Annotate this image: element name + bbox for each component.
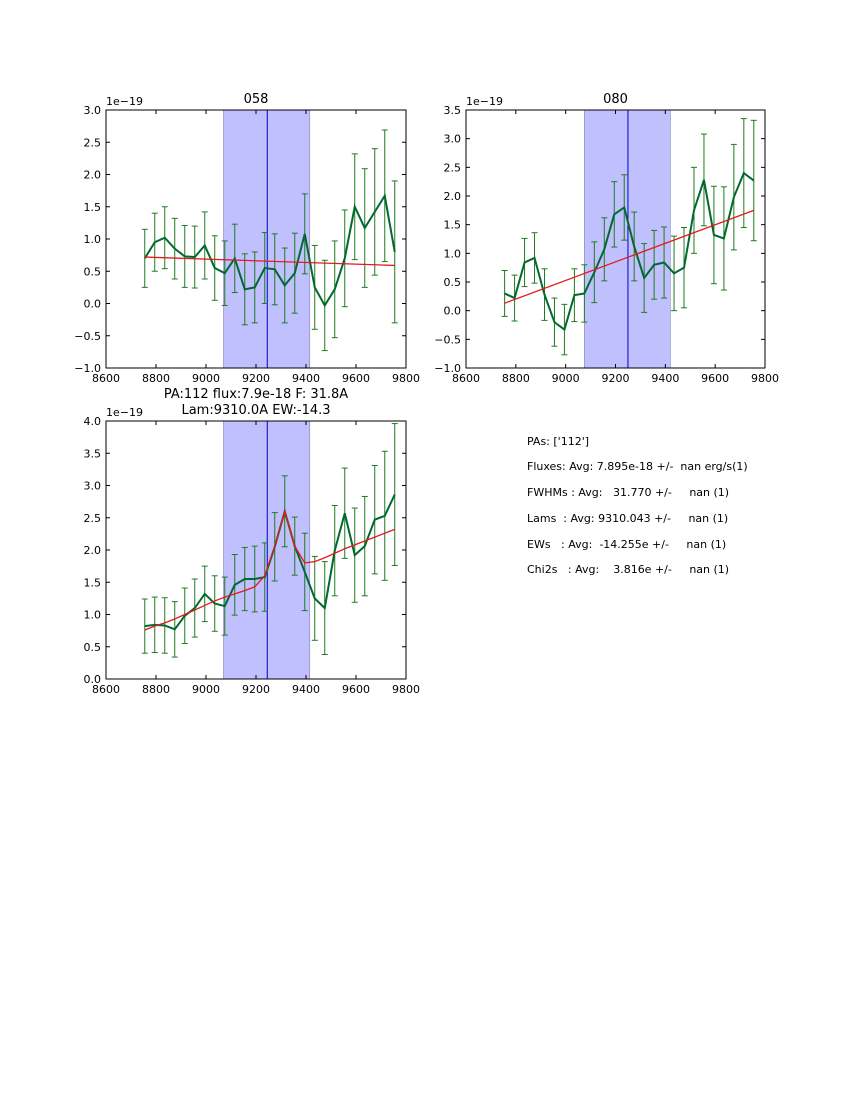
x-tick-label: 9000 [552,372,580,385]
info-ews: EWs : Avg: -14.255e +/- nan (1) [527,538,726,551]
chart-title: PA:112 flux:7.9e-18 F: 31.8A Lam:9310.0A … [164,387,348,418]
y-tick-label: 0.0 [444,305,462,318]
y-tick-label: 2.5 [84,512,102,525]
chart-title: 080 [603,92,628,107]
x-tick-label: 8800 [502,372,530,385]
y-tick-label: 3.0 [84,104,102,117]
y-tick-label: 1.5 [84,201,102,214]
chart-title-line: PA:112 flux:7.9e-18 F: 31.8A [164,387,348,402]
panel-058: 8600 8800 9000 9200 9400 9600 9800 −1.0 −0.5 0.0 0… [74,92,420,385]
x-tick-label: 9200 [602,372,630,385]
line-band [223,109,311,369]
x-tick-label: 9600 [701,372,729,385]
x-tick-label: 9400 [292,372,320,385]
x-tick-label: 8600 [452,372,480,385]
x-tick-label: 9200 [242,683,270,696]
y-tick-label: 2.0 [444,190,462,203]
y-tick-label: −0.5 [434,333,461,346]
x-tick-label: 9800 [751,372,779,385]
y-tick-label: 2.5 [84,136,102,149]
info-panel: PAs: ['112'] Fluxes: Avg: 7.895e-18 +/- … [527,435,748,576]
x-tick-label: 9200 [242,372,270,385]
fit-line [144,256,395,267]
panel-pa112: 8600 8800 9000 9200 9400 9600 9800 0.0 0.5 1.0 1.5… [84,387,421,696]
y-tick-label: 1.0 [444,247,462,260]
x-tick-label: 9600 [342,372,370,385]
y-tick-label: 1.5 [444,219,462,232]
y-tick-label: 1.0 [84,233,102,246]
chart-title: 058 [244,92,269,107]
fit-line [504,209,755,304]
fit-line [144,508,395,631]
x-tick-label: 9000 [192,372,220,385]
info-fwhms: FWHMs : Avg: 31.770 +/- nan (1) [527,486,729,499]
y-tick-label: 1.5 [84,576,102,589]
chart-title-line: 058 [244,92,269,107]
y-tick-label: 3.0 [444,133,462,146]
x-tick-label: 9400 [292,683,320,696]
y-tick-label: 2.5 [444,161,462,174]
x-tick-label: 9800 [392,683,420,696]
x-tick-label: 9400 [651,372,679,385]
chart-title-line: Lam:9310.0A EW:-14.3 [181,403,330,418]
y-tick-label: 3.5 [444,104,462,117]
y-tick-label: 0.5 [444,276,462,289]
info-fluxes: Fluxes: Avg: 7.895e-18 +/- nan erg/s(1) [527,460,748,473]
y-tick-label: 2.0 [84,169,102,182]
y-offset-label: 1e−19 [106,406,143,419]
y-tick-label: 3.5 [84,447,102,460]
error-bar [391,423,398,566]
info-chi2s: Chi2s : Avg: 3.816e +/- nan (1) [527,563,729,576]
x-tick-label: 8800 [142,683,170,696]
panel-080: 8600 8800 9000 9200 9400 9600 9800 −1.0 −0.5 0.0 0… [434,92,779,385]
y-tick-label: −0.5 [74,330,101,343]
info-lams: Lams : Avg: 9310.043 +/- nan (1) [527,512,728,525]
x-tick-label: 8800 [142,372,170,385]
y-tick-label: 0.5 [84,641,102,654]
y-tick-label: 4.0 [84,415,102,428]
data-line [143,193,396,308]
y-tick-label: 1.0 [84,609,102,622]
x-tick-label: 8600 [92,683,120,696]
y-tick-label: 0.0 [84,673,102,686]
x-tick-label: 9000 [192,683,220,696]
y-tick-label: 3.0 [84,480,102,493]
y-tick-label: −1.0 [434,362,461,375]
y-offset-label: 1e−19 [106,95,143,108]
y-tick-label: −1.0 [74,362,101,375]
y-tick-label: 0.5 [84,265,102,278]
info-pas: PAs: ['112'] [527,435,589,448]
chart-title-line: 080 [603,92,628,107]
x-tick-label: 9800 [392,372,420,385]
line-band [584,109,671,369]
x-tick-label: 8600 [92,372,120,385]
y-tick-label: 0.0 [84,298,102,311]
x-tick-label: 9600 [342,683,370,696]
y-tick-label: 2.0 [84,544,102,557]
y-offset-label: 1e−19 [466,95,503,108]
